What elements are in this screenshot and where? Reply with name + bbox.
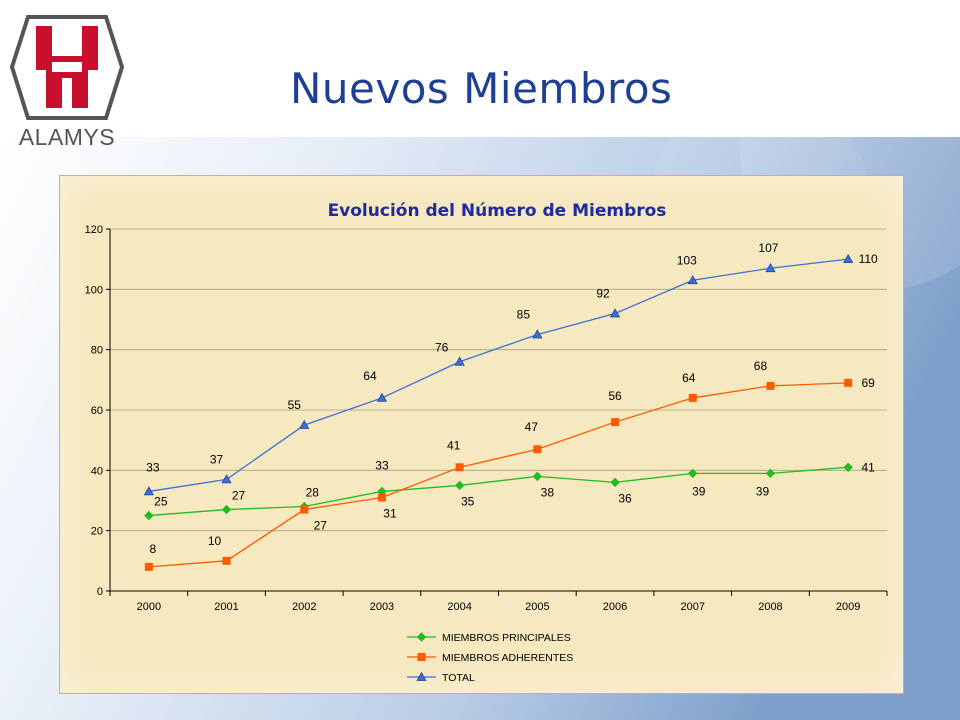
x-tick-label: 2004	[447, 601, 471, 613]
data-point	[609, 308, 621, 318]
legend-label: TOTAL	[442, 672, 475, 684]
data-point	[376, 392, 388, 402]
data-label: 36	[618, 491, 632, 505]
data-label: 8	[150, 542, 157, 556]
data-point	[454, 356, 465, 366]
line-chart: Evolución del Número de Miembros 0 20 40 60…	[85, 201, 888, 684]
data-point	[300, 505, 309, 514]
data-label: 39	[756, 484, 770, 498]
data-label: 68	[754, 359, 768, 373]
series-line	[148, 258, 849, 493]
data-label: 28	[306, 486, 320, 500]
data-label: 27	[232, 489, 246, 503]
data-label: 37	[210, 452, 224, 466]
series-miembros-adherentes: 8 10 27 31 41 47 56 64 68 69	[144, 359, 875, 571]
data-point	[687, 275, 698, 285]
data-label: 31	[383, 506, 397, 520]
data-label: 64	[682, 371, 696, 385]
data-point	[144, 562, 153, 571]
data-label: 27	[314, 519, 328, 533]
data-label: 33	[146, 460, 160, 474]
data-point	[533, 445, 542, 454]
y-tick-label: 60	[91, 405, 103, 417]
data-point	[455, 463, 464, 472]
data-label: 47	[525, 420, 539, 434]
data-point	[532, 471, 543, 482]
data-label: 107	[758, 241, 778, 255]
data-label: 56	[608, 389, 622, 403]
data-point	[611, 418, 620, 427]
legend-marker	[417, 653, 426, 661]
data-point	[143, 486, 154, 496]
legend: MIEMBROS PRINCIPALES MIEMBROS ADHERENTES T…	[407, 632, 573, 684]
data-point	[688, 468, 698, 479]
legend-item: TOTAL	[407, 671, 475, 684]
y-tick-label: 100	[85, 284, 103, 296]
page-title: Nuevos Miembros	[290, 64, 673, 113]
series-line	[148, 382, 849, 568]
chart-panel: Evolución del Número de Miembros 0 20 40 60…	[59, 175, 904, 694]
legend-marker	[416, 632, 427, 642]
chart-title: Evolución del Número de Miembros	[328, 201, 667, 221]
data-point	[766, 381, 775, 390]
data-point	[843, 253, 854, 264]
legend-marker	[416, 671, 427, 681]
data-point	[454, 480, 465, 491]
data-label: 110	[859, 252, 878, 266]
y-tick-label: 20	[91, 526, 103, 538]
x-tick-label: 2003	[370, 601, 394, 613]
data-label: 25	[154, 495, 168, 509]
y-tick-label: 0	[97, 586, 103, 598]
data-point	[765, 263, 776, 273]
data-label: 39	[692, 484, 706, 498]
x-tick-label: 2000	[137, 601, 161, 613]
legend-item: MIEMBROS ADHERENTES	[407, 652, 573, 664]
data-label: 38	[541, 485, 555, 499]
y-tick-label: 80	[91, 345, 103, 357]
legend-label: MIEMBROS ADHERENTES	[442, 652, 573, 664]
data-label: 41	[861, 460, 875, 474]
x-tick-label: 2002	[292, 601, 316, 613]
data-point	[144, 510, 154, 521]
data-label: 85	[517, 308, 531, 322]
x-tick-label: 2001	[214, 601, 238, 613]
data-label: 41	[447, 438, 461, 452]
data-point	[843, 462, 853, 473]
data-point	[221, 474, 232, 484]
data-label: 69	[861, 376, 875, 390]
data-point	[377, 493, 386, 502]
x-tick-label: 2005	[525, 601, 549, 613]
data-point	[765, 468, 776, 479]
data-point	[532, 329, 543, 339]
x-tick-label: 2008	[758, 601, 782, 613]
legend-item: MIEMBROS PRINCIPALES	[407, 632, 571, 644]
data-point	[299, 419, 310, 429]
data-label: 92	[596, 286, 610, 300]
data-label: 10	[208, 534, 222, 548]
legend-label: MIEMBROS PRINCIPALES	[442, 632, 571, 644]
data-label: 55	[288, 398, 302, 412]
series-line	[148, 466, 849, 517]
data-point	[222, 556, 231, 565]
data-point	[610, 477, 620, 488]
data-label: 33	[375, 458, 389, 472]
series-total: 33 37 55 64 76 85 92 103 107 110	[143, 241, 878, 496]
data-point	[844, 378, 853, 387]
logo-text: ALAMYS	[19, 124, 115, 150]
data-label: 76	[435, 341, 449, 355]
data-point	[221, 504, 232, 515]
x-tick-label: 2006	[603, 601, 627, 613]
data-label: 64	[363, 369, 377, 383]
y-tick-label: 120	[85, 224, 103, 236]
x-tick-label: 2009	[836, 601, 860, 613]
series-miembros-principales: 25 27 28 33 35 38 36 39 39 41	[144, 458, 875, 521]
x-tick-label: 2007	[681, 601, 705, 613]
alamys-logo: ALAMYS	[9, 15, 125, 150]
data-label: 35	[461, 494, 475, 508]
data-point	[688, 393, 697, 402]
y-tick-label: 40	[91, 465, 103, 477]
data-label: 103	[677, 253, 697, 267]
